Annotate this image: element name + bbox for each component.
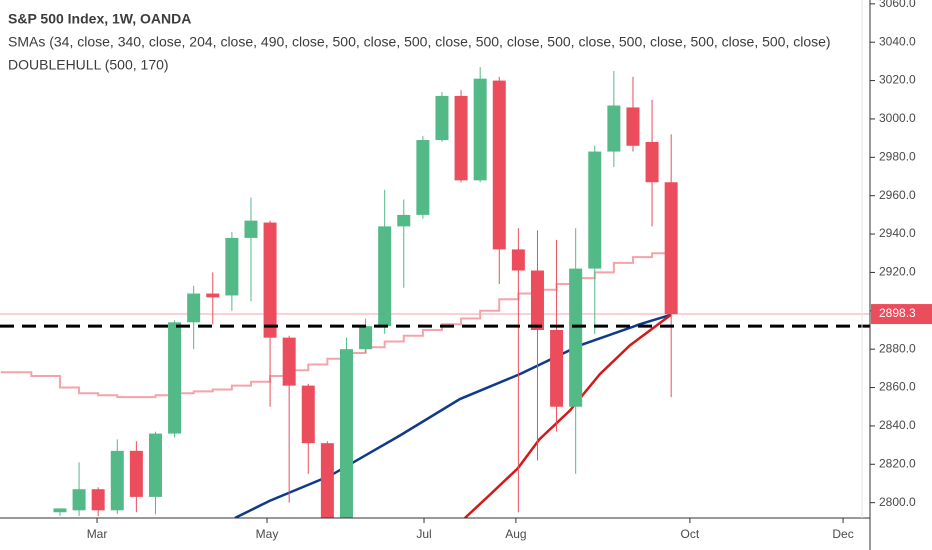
candle-body <box>168 322 182 434</box>
candle-body <box>626 107 640 146</box>
candle-body <box>416 140 430 215</box>
y-tick-label: 3000.0 <box>879 111 916 125</box>
y-tick-label: 3020.0 <box>879 73 916 87</box>
y-tick-label: 2920.0 <box>879 265 916 279</box>
candle-body <box>435 95 449 141</box>
y-tick-label: 3040.0 <box>879 34 916 48</box>
candle-body <box>473 78 487 181</box>
candle-body <box>511 249 525 271</box>
chart-title: S&P 500 Index, 1W, OANDA <box>8 11 191 27</box>
x-tick-label: Mar <box>87 527 108 541</box>
plot-area <box>0 67 870 518</box>
candle-body <box>110 450 124 511</box>
candle-body <box>607 105 621 152</box>
candle-body <box>569 268 583 407</box>
candle-body <box>91 489 105 511</box>
x-tick-label: Jul <box>416 527 431 541</box>
x-tick-label: Oct <box>681 527 700 541</box>
candle-body <box>664 182 678 315</box>
candle-body <box>301 385 315 444</box>
price-label-box <box>871 304 932 325</box>
candle-body <box>339 349 353 518</box>
candle-body <box>53 508 67 513</box>
candle-body <box>530 270 544 330</box>
y-tick-label: 2820.0 <box>879 456 916 470</box>
y-tick-label: 2980.0 <box>879 149 916 163</box>
y-tick-label: 2860.0 <box>879 380 916 394</box>
candle-body <box>645 141 659 183</box>
y-tick-label: 2960.0 <box>879 188 916 202</box>
y-tick-label: 2840.0 <box>879 418 916 432</box>
candle-body <box>72 489 86 511</box>
candle-body <box>588 151 602 269</box>
candle-body <box>492 80 506 250</box>
candle-body <box>320 443 334 518</box>
indicator-line <box>464 313 672 518</box>
candle-body <box>397 214 411 227</box>
candle-body <box>129 450 143 497</box>
indicator-label: DOUBLEHULL (500, 170) <box>8 57 169 73</box>
price-label: 2898.3 <box>879 306 916 320</box>
candle-body <box>263 222 277 338</box>
indicator-line <box>234 313 672 518</box>
candle-body <box>359 326 373 350</box>
y-tick-label: 3060.0 <box>879 0 916 10</box>
candle-body <box>550 329 564 407</box>
candle-body <box>187 293 201 323</box>
y-tick-label: 2940.0 <box>879 226 916 240</box>
candle-body <box>378 226 392 327</box>
x-tick-label: Aug <box>505 527 526 541</box>
x-tick-label: May <box>256 527 279 541</box>
candle-body <box>148 433 162 497</box>
y-tick-label: 2800.0 <box>879 495 916 509</box>
candle-body <box>206 293 220 298</box>
candle-body <box>282 337 296 386</box>
candle-body <box>244 220 258 238</box>
x-tick-label: Dec <box>832 527 853 541</box>
y-tick-label: 2880.0 <box>879 341 916 355</box>
subtitle: SMAs (34, close, 340, close, 204, close,… <box>8 34 831 50</box>
candle-body <box>454 95 468 181</box>
candle-body <box>225 237 239 296</box>
